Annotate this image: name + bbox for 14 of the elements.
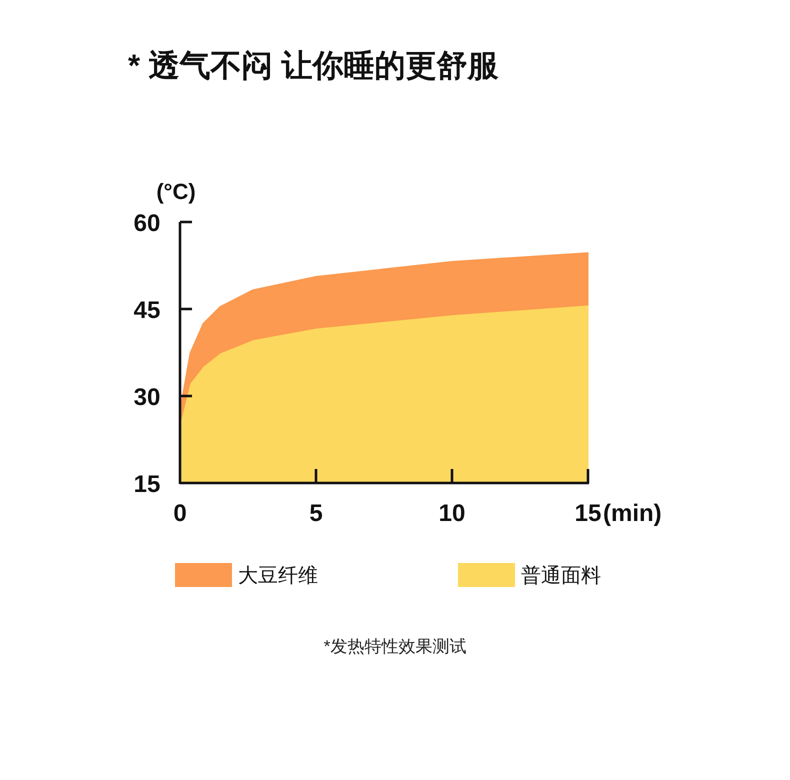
y-tick-label: 60 <box>134 210 160 237</box>
y-tick-label: 15 <box>134 471 160 498</box>
x-tick-label: 5 <box>309 500 323 527</box>
x-tick-label: 10 <box>438 500 466 527</box>
y-tick-label: 45 <box>134 297 160 324</box>
x-tick-label: 15 <box>574 500 602 527</box>
legend-label: 大豆纤维 <box>238 565 318 587</box>
x-axis-title: (min) <box>603 500 662 527</box>
text: *发热特性效果测试 <box>324 637 466 656</box>
y-axis-title: (°C) <box>156 179 196 204</box>
legend-label: 普通面料 <box>521 564 601 587</box>
x-tick-label: 0 <box>173 500 187 527</box>
y-tick-label: 30 <box>134 384 160 411</box>
chart-title: * 透气不闷 让你睡的更舒服 <box>128 48 500 83</box>
